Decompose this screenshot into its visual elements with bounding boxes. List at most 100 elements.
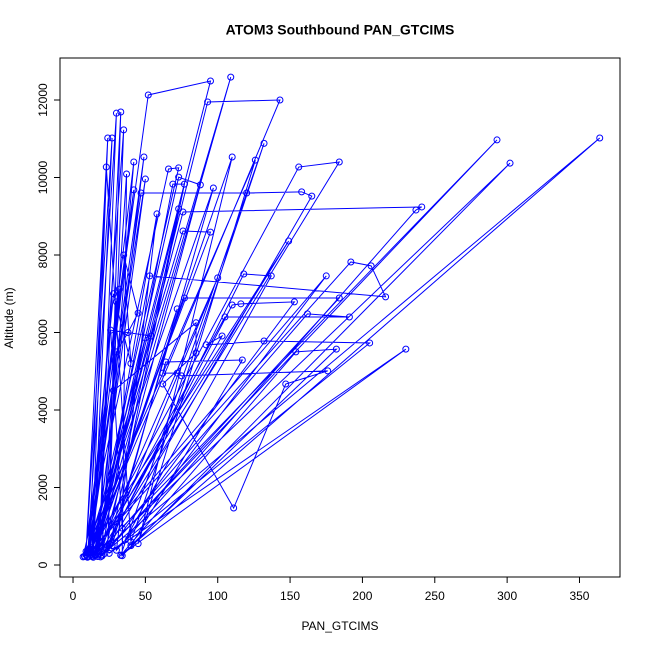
data-point bbox=[159, 380, 167, 388]
data-point bbox=[108, 542, 116, 550]
data-point bbox=[117, 551, 125, 559]
data-point bbox=[221, 313, 229, 321]
data-point bbox=[118, 524, 126, 532]
data-point bbox=[230, 504, 238, 512]
plot-frame bbox=[59, 57, 621, 578]
data-point bbox=[173, 305, 181, 313]
data-point bbox=[367, 262, 375, 270]
data-point bbox=[112, 298, 120, 306]
data-point bbox=[382, 293, 390, 301]
data-point bbox=[127, 359, 135, 367]
data-point bbox=[366, 339, 374, 347]
data-point bbox=[324, 367, 332, 375]
y-tick-label: 8000 bbox=[36, 241, 50, 268]
data-point bbox=[412, 206, 420, 214]
data-point bbox=[124, 328, 132, 336]
data-point bbox=[332, 345, 340, 353]
data-point bbox=[112, 546, 120, 554]
data-point bbox=[204, 98, 212, 106]
data-point bbox=[102, 163, 110, 171]
data-point bbox=[121, 536, 129, 544]
data-point bbox=[209, 184, 217, 192]
data-point bbox=[345, 313, 353, 321]
data-point bbox=[298, 188, 306, 196]
data-point bbox=[123, 170, 131, 178]
x-axis-label: PAN_GTCIMS bbox=[301, 619, 378, 633]
x-tick-label: 50 bbox=[139, 589, 153, 603]
chart-title: ATOM3 Southbound PAN_GTCIMS bbox=[226, 22, 455, 38]
data-point bbox=[140, 153, 148, 161]
data-point bbox=[347, 258, 355, 266]
data-point bbox=[228, 301, 236, 309]
data-point bbox=[120, 251, 128, 259]
data-point bbox=[159, 369, 167, 377]
data-point bbox=[240, 270, 248, 278]
data-point bbox=[110, 290, 118, 298]
data-point bbox=[418, 203, 426, 211]
data-point bbox=[243, 189, 251, 197]
x-tick-label: 150 bbox=[280, 589, 300, 603]
x-tick-label: 250 bbox=[425, 589, 445, 603]
data-point bbox=[192, 349, 200, 357]
data-point bbox=[290, 298, 298, 306]
data-point bbox=[146, 272, 154, 280]
y-tick-label: 4000 bbox=[36, 396, 50, 423]
data-point bbox=[260, 139, 268, 147]
data-point bbox=[117, 108, 125, 116]
data-point bbox=[162, 358, 170, 366]
data-point bbox=[130, 158, 138, 166]
data-point bbox=[218, 332, 226, 340]
data-point bbox=[596, 134, 604, 142]
data-point bbox=[137, 189, 145, 197]
data-point bbox=[322, 272, 330, 280]
data-point bbox=[178, 372, 186, 380]
data-point bbox=[214, 274, 222, 282]
data-point bbox=[83, 552, 91, 560]
x-tick-label: 100 bbox=[208, 589, 228, 603]
data-point bbox=[295, 163, 303, 171]
data-point bbox=[506, 159, 514, 167]
data-point bbox=[112, 109, 120, 117]
data-point bbox=[134, 309, 142, 317]
data-point bbox=[107, 326, 115, 334]
data-point bbox=[130, 186, 138, 194]
y-tick-label: 0 bbox=[36, 561, 50, 568]
data-point bbox=[260, 337, 268, 345]
data-point bbox=[335, 294, 343, 302]
x-tick-label: 300 bbox=[497, 589, 517, 603]
data-point bbox=[120, 126, 128, 134]
y-tick-label: 6000 bbox=[36, 319, 50, 346]
y-axis-label: Altitude (m) bbox=[2, 287, 16, 348]
data-point bbox=[108, 134, 116, 142]
data-point bbox=[251, 156, 259, 164]
y-tick-label: 10000 bbox=[36, 160, 50, 194]
data-point bbox=[237, 300, 245, 308]
data-point bbox=[175, 173, 183, 181]
data-point bbox=[238, 356, 246, 364]
data-point bbox=[180, 180, 188, 188]
data-point bbox=[206, 228, 214, 236]
data-point bbox=[115, 285, 123, 293]
data-point bbox=[196, 181, 204, 189]
data-point bbox=[144, 91, 152, 99]
data-point bbox=[202, 341, 210, 349]
data-point bbox=[308, 192, 316, 200]
data-point bbox=[282, 380, 290, 388]
x-tick-label: 200 bbox=[352, 589, 372, 603]
y-tick-label: 12000 bbox=[36, 83, 50, 117]
data-point bbox=[402, 345, 410, 353]
data-point bbox=[179, 208, 187, 216]
data-point bbox=[153, 210, 161, 218]
data-point bbox=[227, 73, 235, 81]
data-point bbox=[292, 348, 300, 356]
data-point bbox=[192, 319, 200, 327]
data-point bbox=[179, 227, 187, 235]
data-point bbox=[141, 175, 149, 183]
data-point bbox=[267, 272, 275, 280]
data-point bbox=[112, 348, 120, 356]
data-point bbox=[206, 77, 214, 85]
data-point bbox=[105, 549, 113, 557]
data-point bbox=[285, 237, 293, 245]
